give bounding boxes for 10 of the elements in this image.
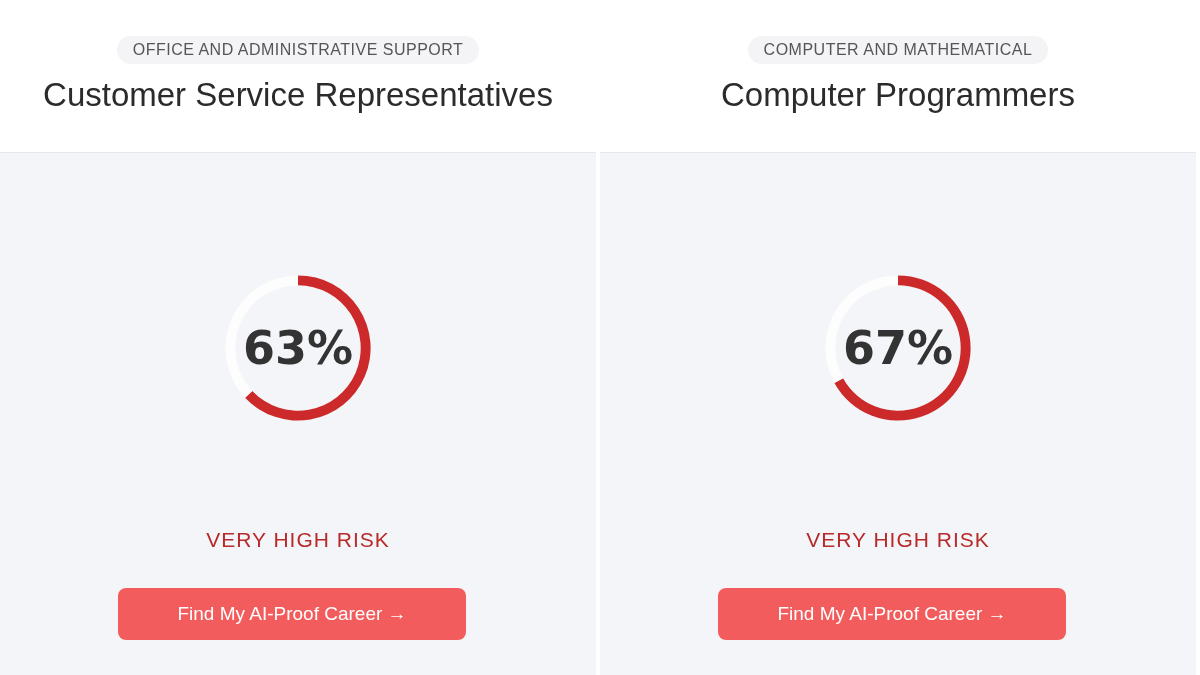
data-label: 67%: [842, 321, 954, 375]
button: Find My AI-Proof Career →: [718, 588, 1066, 640]
chart-subtitle: OFFICE AND ADMINISTRATIVE SUPPORT: [116, 36, 480, 64]
button: Find My AI-Proof Career →: [118, 588, 466, 640]
text: VERY HIGH RISK: [805, 528, 991, 552]
chart-subtitle: COMPUTER AND MATHEMATICAL: [747, 36, 1049, 64]
data-label: 63%: [242, 321, 354, 375]
chart-title: Computer Programmers: [720, 76, 1076, 114]
text: VERY HIGH RISK: [205, 528, 391, 552]
chart-title: Customer Service Representatives: [42, 76, 554, 114]
